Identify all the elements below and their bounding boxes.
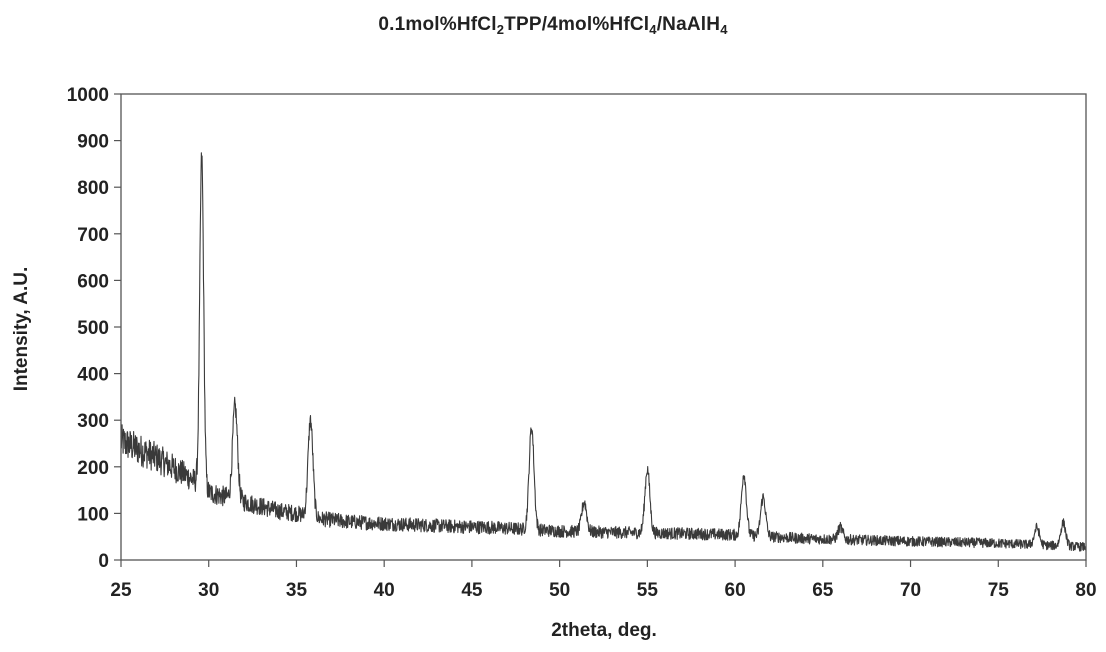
title-text: 0.1mol%HfCl (378, 14, 497, 35)
y-tick-label: 0 (98, 551, 109, 572)
x-tick-label: 80 (1075, 580, 1096, 601)
x-tick-label: 25 (110, 580, 132, 601)
x-tick-label: 75 (988, 580, 1010, 601)
y-tick-label: 300 (77, 411, 109, 432)
x-axis-label: 2theta, deg. (551, 620, 657, 641)
y-tick-label: 700 (77, 225, 109, 246)
x-tick-label: 55 (637, 580, 659, 601)
title-text: TPP/4mol%HfCl (504, 14, 650, 35)
plot-frame (120, 93, 1087, 561)
y-tick-label: 500 (77, 318, 109, 339)
title-subscript: 4 (649, 22, 657, 37)
y-tick-label: 600 (77, 271, 109, 292)
x-tick-label: 60 (725, 580, 746, 601)
series-line (120, 152, 1087, 552)
y-tick-label: 900 (77, 132, 109, 153)
x-tick-label: 40 (374, 580, 395, 601)
x-tick-label: 70 (900, 580, 921, 601)
y-tick-label: 200 (77, 458, 109, 479)
x-tick-label: 45 (461, 580, 483, 601)
y-tick-label: 1000 (67, 85, 109, 106)
title-subscript: 2 (496, 22, 505, 37)
y-tick-label: 100 (77, 504, 109, 525)
y-tick-label: 800 (77, 178, 109, 199)
y-tick-label: 400 (77, 365, 109, 386)
title-text: /NaAlH (656, 14, 721, 35)
x-tick-label: 50 (549, 580, 570, 601)
chart-title: 0.1mol%HfCl2TPP/4mol%HfCl4/NaAlH4 (0, 14, 1106, 37)
x-tick-label: 65 (812, 580, 834, 601)
title-subscript: 4 (720, 22, 728, 37)
x-tick-label: 35 (286, 580, 308, 601)
x-tick-label: 30 (198, 580, 219, 601)
